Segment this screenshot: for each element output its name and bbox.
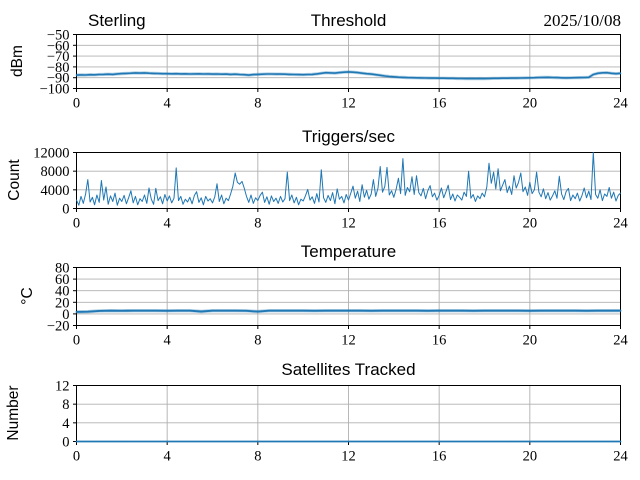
- x-tick-label: 20: [523, 333, 538, 349]
- x-tick-label: 16: [432, 96, 447, 112]
- x-tick-label: 0: [73, 96, 80, 112]
- y-tick-label: 4000: [41, 183, 70, 199]
- series-line: [75, 309, 622, 313]
- x-tick-label: 20: [523, 216, 538, 232]
- y-tick-label: 0: [62, 202, 69, 218]
- x-tick-label: 0: [73, 216, 80, 232]
- x-tick-label: 12: [341, 449, 356, 465]
- x-tick-label: 20: [523, 96, 538, 112]
- y-tick-label: 0: [62, 435, 69, 451]
- x-tick-label: 24: [613, 216, 628, 232]
- x-tick-label: 12: [341, 96, 356, 112]
- station-name-label: Sterling: [88, 11, 146, 30]
- x-tick-label: 4: [164, 449, 172, 465]
- y-tick-label: −80: [47, 60, 70, 76]
- x-tick-label: 8: [254, 96, 261, 112]
- x-tick-label: 12: [341, 333, 356, 349]
- chart-3-plot: 0 4 8 12 16 20 24 12 8 4 0: [55, 379, 629, 465]
- y-tick-label: 40: [55, 284, 70, 300]
- x-tick-label: 8: [254, 216, 261, 232]
- threshold-ylabel: dBm: [9, 45, 26, 77]
- x-tick-label: 8: [254, 449, 261, 465]
- x-tick-label: 4: [164, 96, 172, 112]
- temperature-chart-title: Temperature: [300, 242, 397, 261]
- date-label: 2025/10/08: [543, 11, 621, 30]
- y-tick-label: 4: [62, 416, 70, 432]
- y-tick-label: 8000: [41, 164, 70, 180]
- x-tick-label: 12: [341, 216, 356, 232]
- x-tick-label: 16: [432, 216, 447, 232]
- y-tick-label: −20: [47, 319, 70, 335]
- temperature-ylabel: °C: [19, 287, 36, 305]
- y-tick-label: 12000: [33, 146, 69, 162]
- x-tick-label: 20: [523, 449, 538, 465]
- x-tick-label: 0: [73, 449, 80, 465]
- y-tick-label: −90: [47, 71, 70, 87]
- x-tick-label: 4: [164, 333, 172, 349]
- x-tick-label: 16: [432, 333, 447, 349]
- y-tick-label: −60: [47, 38, 70, 54]
- x-tick-label: 4: [164, 216, 172, 232]
- y-tick-label: 12: [55, 379, 70, 395]
- series-line: [75, 71, 622, 80]
- threshold-chart-title: Threshold: [310, 11, 387, 30]
- chart-1-plot: 0 4 8 12 16 20 24 12000 8000 4000 0: [33, 146, 628, 232]
- x-tick-label: 24: [613, 96, 628, 112]
- y-tick-label: 20: [55, 295, 70, 311]
- x-tick-label: 0: [73, 333, 80, 349]
- x-tick-label: 8: [254, 333, 261, 349]
- satellites-chart-title: Satellites Tracked: [281, 360, 416, 379]
- x-tick-label: 24: [613, 333, 628, 349]
- series-line: [76, 152, 621, 206]
- y-tick-label: −70: [47, 49, 70, 65]
- y-tick-label: 0: [62, 307, 69, 323]
- y-tick-label: 8: [62, 397, 69, 413]
- triggers-ylabel: Count: [6, 159, 23, 201]
- triggers-chart-title: Triggers/sec: [302, 127, 395, 146]
- y-tick-label: 80: [55, 261, 70, 277]
- x-tick-label: 16: [432, 449, 447, 465]
- chart-0-plot: 0 4 8 12 16 20 24 −50−60−70−80−90−100: [40, 28, 629, 112]
- satellites-ylabel: Number: [5, 385, 22, 441]
- x-tick-label: 24: [613, 449, 628, 465]
- y-tick-label: −50: [47, 28, 70, 44]
- y-tick-label: 60: [55, 272, 70, 288]
- y-tick-label: −100: [40, 82, 70, 98]
